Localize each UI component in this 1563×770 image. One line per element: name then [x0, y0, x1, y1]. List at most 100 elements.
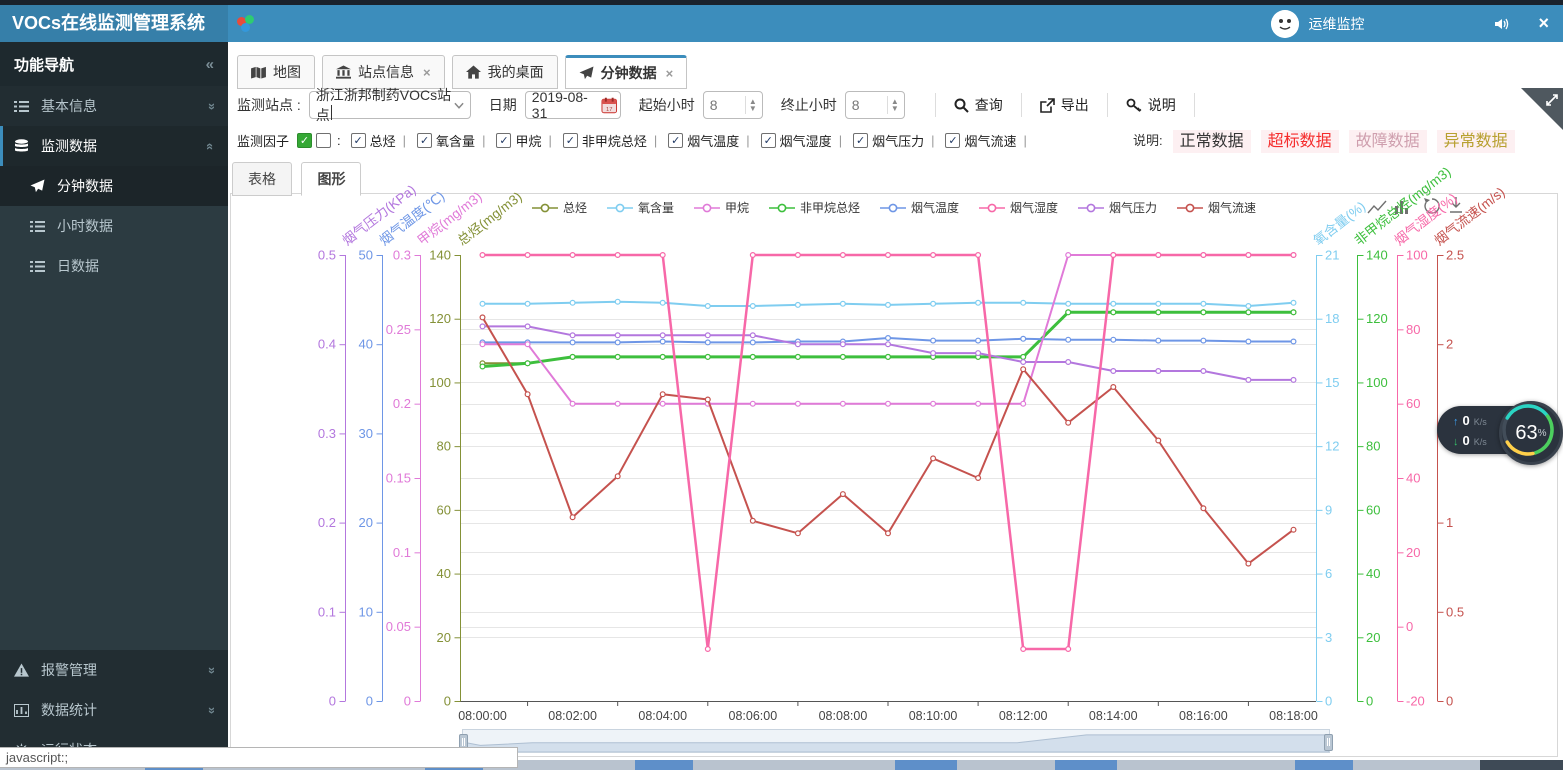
query-button[interactable]: 查询 [948, 94, 1009, 116]
start-hour-label: 起始小时 [638, 97, 695, 113]
deselect-all-checkbox[interactable]: ✓ [316, 132, 332, 148]
download-arrow-icon: ↓ [1453, 436, 1459, 448]
chevron-double-down-icon: « [202, 102, 218, 110]
end-hour-input[interactable]: 8 ▲ ▼ [844, 91, 905, 119]
factor-checkbox-2[interactable]: ✓ 氧含量 | [417, 131, 492, 150]
stats-icon [14, 703, 29, 717]
subtab-table[interactable]: 表格 [232, 162, 292, 196]
factor-checkbox-8[interactable]: ✓ 烟气流速 | [945, 131, 1033, 150]
legend-item[interactable]: 总烃 [531, 199, 587, 216]
datazoom-handle-right[interactable] [1324, 734, 1333, 751]
start-hour-input[interactable]: 8 ▲ ▼ [702, 91, 763, 119]
legend-item[interactable]: 甲烷 [693, 199, 749, 216]
progress-ring-arcs [1502, 404, 1554, 456]
close-icon[interactable]: × [1538, 13, 1549, 33]
station-value: 浙江浙邦制药VOCs站点 [315, 87, 452, 123]
date-label: 日期 [488, 97, 517, 113]
resize-diagonal-icon [1546, 94, 1558, 106]
note-label: 说明: [1133, 132, 1163, 148]
sidebar-item-day-data[interactable]: 日数据 [0, 246, 228, 286]
date-value: 2019-08-31 [531, 89, 588, 121]
tab-bar: 地图 站点信息 × 我的桌面 分钟数据 × [237, 52, 694, 89]
view-subtabs: 表格 图形 [232, 162, 366, 196]
legend-item[interactable]: 氧含量 [606, 199, 674, 216]
sidebar-collapse-icon[interactable]: « [205, 55, 214, 73]
factor-checkbox-7[interactable]: ✓ 烟气压力 | [853, 131, 941, 150]
upload-speed: 0 [1462, 413, 1470, 428]
sidebar-item-hour-data[interactable]: 小时数据 [0, 206, 228, 246]
factor-checkbox-6[interactable]: ✓ 烟气湿度 | [760, 131, 849, 150]
chevron-double-up-icon: « [202, 142, 218, 150]
database-icon [15, 139, 28, 152]
sidebar-item-basic-info[interactable]: 基本信息 « [0, 86, 228, 126]
spinner-arrows[interactable]: ▲ ▼ [886, 96, 902, 114]
legend-item[interactable]: 非甲烷总烃 [768, 199, 860, 216]
warning-icon [14, 663, 29, 677]
factor-bar: 监测因子 ✓ ✓ : ✓总烃|✓氧含量|✓甲烷|✓非甲烷总烃|✓烟气温度|✓烟气… [237, 127, 1038, 153]
select-all-checkbox[interactable]: ✓ [297, 132, 313, 148]
sidebar-title: 功能导航 [14, 56, 75, 74]
factor-checkbox-3[interactable]: ✓ 甲烷 | [496, 131, 558, 150]
speaker-icon[interactable] [1494, 17, 1510, 31]
tab-my-desktop[interactable]: 我的桌面 [451, 55, 558, 89]
chevron-double-down-icon: « [202, 706, 218, 714]
upload-arrow-icon: ↑ [1453, 416, 1459, 428]
spinner-arrows[interactable]: ▲ ▼ [744, 96, 760, 114]
factor-label: 监测因子 [237, 133, 290, 149]
app-header: VOCs在线监测管理系统 运维监控 × [0, 5, 1563, 42]
tab-map[interactable]: 地图 [237, 55, 315, 89]
data-note-badge: 异常数据 [1436, 130, 1515, 153]
data-note-badge: 故障数据 [1348, 130, 1427, 153]
datazoom-slider[interactable] [462, 729, 1330, 753]
paper-plane-icon [30, 179, 45, 193]
color-dots-icon [237, 15, 255, 33]
svg-text:17: 17 [606, 106, 612, 112]
tab-minute-data[interactable]: 分钟数据 × [564, 55, 688, 89]
help-button[interactable]: 说明 [1120, 94, 1182, 116]
tab-site-info[interactable]: 站点信息 × [322, 55, 445, 89]
paper-plane-icon [579, 66, 594, 80]
sidebar-item-minute-data[interactable]: 分钟数据 [0, 166, 228, 206]
subtab-graph[interactable]: 图形 [301, 162, 362, 196]
key-icon [1126, 98, 1142, 112]
sidebar-item-alarm[interactable]: 报警管理 « [0, 650, 228, 690]
export-button[interactable]: 导出 [1034, 94, 1095, 116]
factor-checkbox-4[interactable]: ✓ 非甲烷总烃 | [562, 131, 664, 150]
net-speed-widget[interactable]: ↑ 0 K/s ↓ 0 K/s 63 % [1437, 401, 1563, 465]
status-tooltip: javascript:; [0, 747, 518, 768]
list-icon [30, 220, 45, 232]
close-tab-icon[interactable]: × [423, 64, 431, 80]
list-icon [14, 100, 29, 112]
calendar-icon[interactable]: 17 [601, 97, 618, 114]
sidebar: 功能导航 « 基本信息 « 监测数据 « 分钟数据 小时数据 日数据 [0, 42, 228, 770]
legend-item[interactable]: 烟气温度 [880, 199, 959, 216]
legend-item[interactable]: 烟气湿度 [979, 199, 1058, 216]
data-note: 说明: 正常数据 超标数据 故障数据 异常数据 [1133, 127, 1515, 153]
expand-corner[interactable] [1521, 88, 1563, 130]
sidebar-item-monitor-data[interactable]: 监测数据 « [0, 126, 228, 166]
home-icon [465, 65, 481, 79]
data-note-badge: 正常数据 [1172, 130, 1251, 153]
factor-checkbox-5[interactable]: ✓ 烟气温度 | [668, 131, 756, 150]
close-tab-icon[interactable]: × [665, 65, 674, 81]
text-cursor [330, 105, 332, 120]
sidebar-header: 功能导航 « [0, 42, 228, 86]
sidebar-item-statistics[interactable]: 数据统计 « [0, 690, 228, 730]
app-title: VOCs在线监测管理系统 [0, 5, 228, 42]
avatar[interactable] [1271, 9, 1300, 38]
factor-checkbox-1[interactable]: ✓ 总烃 | [350, 131, 413, 150]
station-select[interactable]: 浙江浙邦制药VOCs站点 [308, 87, 471, 123]
bank-icon [336, 65, 351, 79]
filter-bar: 监测站点 : 浙江浙邦制药VOCs站点 日期 2019-08-31 17 起始小… [237, 87, 1207, 123]
date-input[interactable]: 2019-08-31 17 [524, 89, 621, 121]
sidebar-submenu: 分钟数据 小时数据 日数据 [0, 166, 228, 650]
export-icon [1039, 97, 1055, 113]
legend-item[interactable]: 烟气压力 [1078, 199, 1157, 216]
list-icon [30, 260, 45, 272]
window-top-strip [0, 0, 1563, 5]
chevron-down-icon [454, 102, 464, 109]
progress-ring[interactable]: 63 % [1499, 401, 1563, 465]
user-name[interactable]: 运维监控 [1308, 15, 1365, 32]
search-icon [954, 98, 969, 113]
legend-item[interactable]: 烟气流速 [1177, 199, 1256, 216]
